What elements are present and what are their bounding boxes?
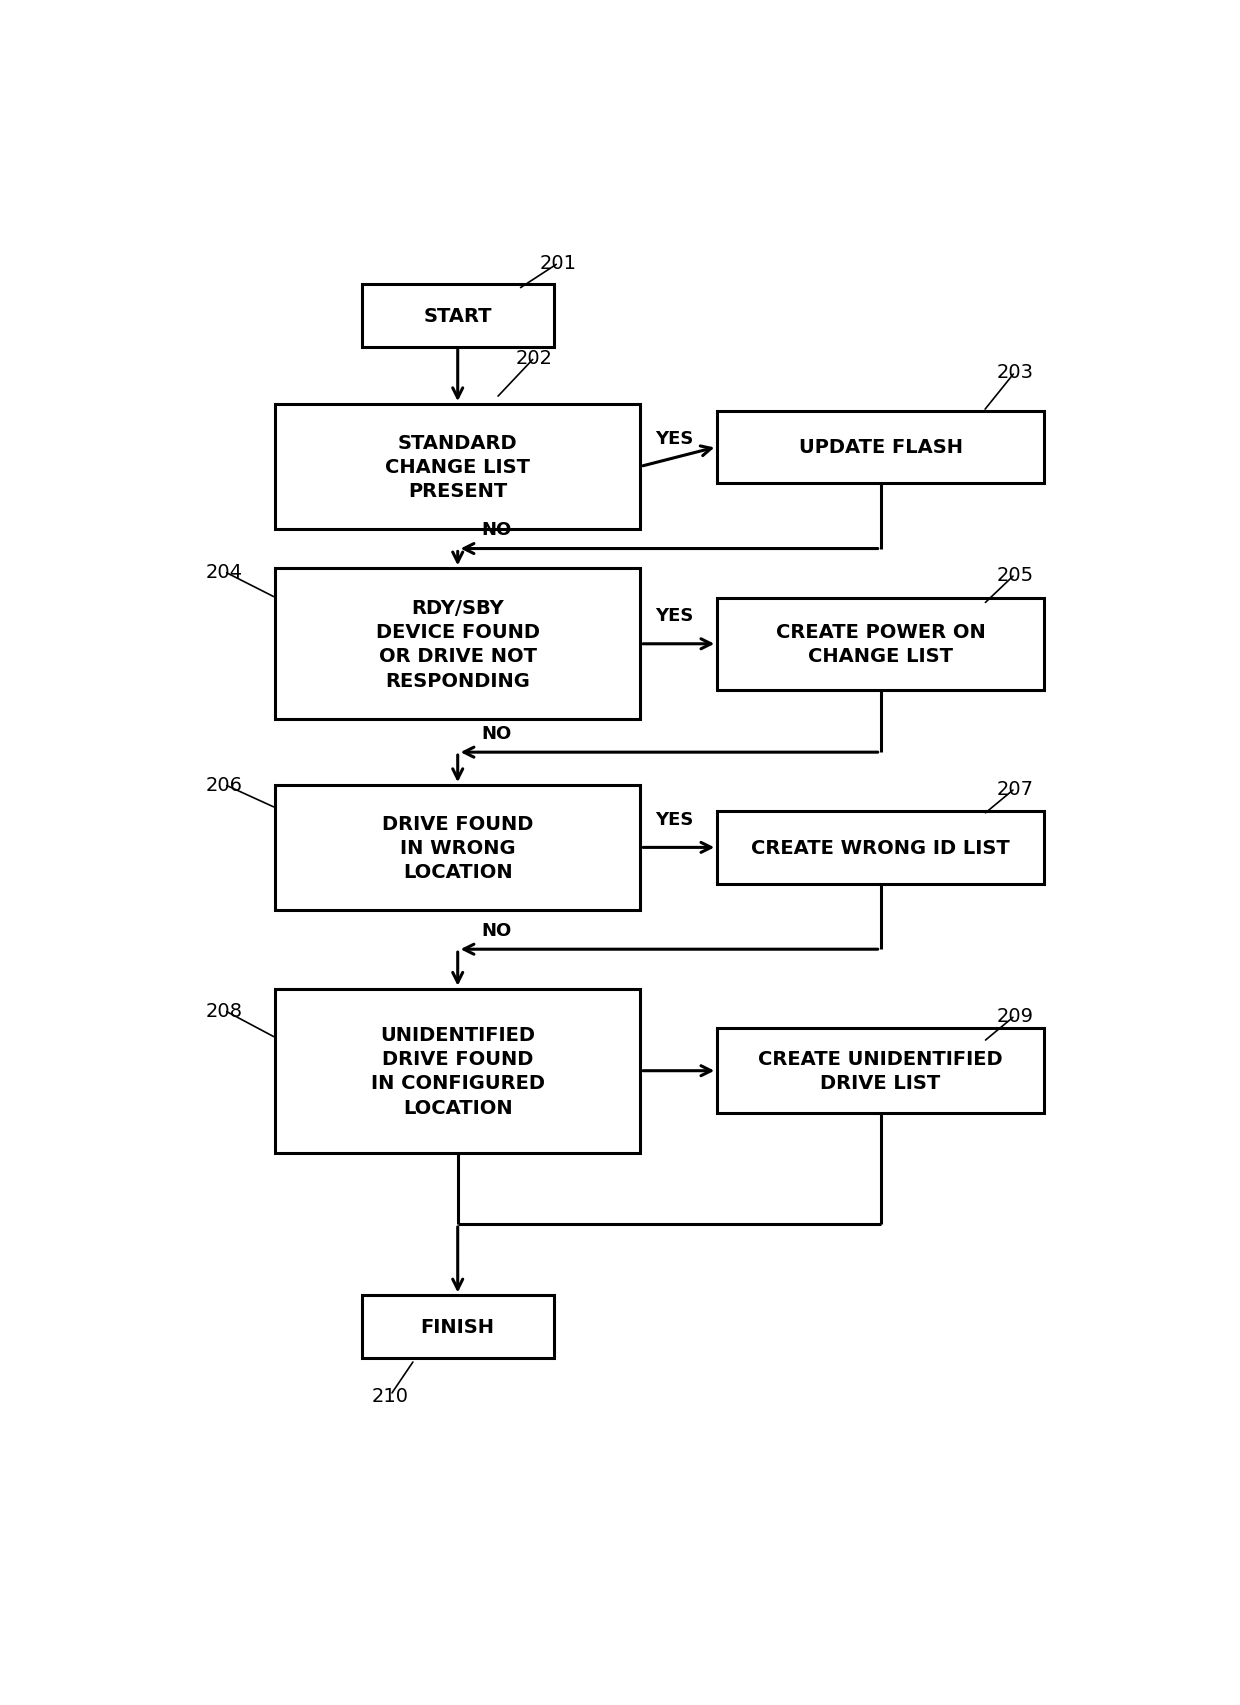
Text: YES: YES xyxy=(655,607,693,624)
Text: 202: 202 xyxy=(516,350,553,368)
Text: 203: 203 xyxy=(997,363,1034,382)
Bar xyxy=(275,786,640,910)
Text: 210: 210 xyxy=(372,1386,409,1405)
Text: UPDATE FLASH: UPDATE FLASH xyxy=(799,438,962,457)
Text: 207: 207 xyxy=(997,779,1034,798)
Text: FINISH: FINISH xyxy=(420,1318,495,1337)
Bar xyxy=(362,1296,554,1359)
Bar xyxy=(275,404,640,530)
Text: CREATE WRONG ID LIST: CREATE WRONG ID LIST xyxy=(751,839,1009,858)
Bar xyxy=(717,1028,1044,1113)
Text: 208: 208 xyxy=(206,1001,243,1020)
Text: NO: NO xyxy=(481,921,512,939)
Text: STANDARD
CHANGE LIST
PRESENT: STANDARD CHANGE LIST PRESENT xyxy=(386,433,531,501)
Text: DRIVE FOUND
IN WRONG
LOCATION: DRIVE FOUND IN WRONG LOCATION xyxy=(382,815,533,881)
Text: CREATE POWER ON
CHANGE LIST: CREATE POWER ON CHANGE LIST xyxy=(776,622,986,667)
Text: UNIDENTIFIED
DRIVE FOUND
IN CONFIGURED
LOCATION: UNIDENTIFIED DRIVE FOUND IN CONFIGURED L… xyxy=(371,1025,544,1117)
Text: YES: YES xyxy=(655,430,693,447)
Bar xyxy=(717,598,1044,691)
Text: YES: YES xyxy=(655,810,693,829)
Text: RDY/SBY
DEVICE FOUND
OR DRIVE NOT
RESPONDING: RDY/SBY DEVICE FOUND OR DRIVE NOT RESPON… xyxy=(376,598,539,691)
Text: NO: NO xyxy=(481,520,512,539)
Text: 206: 206 xyxy=(206,776,243,795)
Bar xyxy=(717,411,1044,484)
Text: 204: 204 xyxy=(206,563,243,581)
Text: START: START xyxy=(424,307,492,326)
Bar xyxy=(362,285,554,348)
Text: CREATE UNIDENTIFIED
DRIVE LIST: CREATE UNIDENTIFIED DRIVE LIST xyxy=(758,1050,1003,1093)
Bar xyxy=(275,569,640,720)
Text: 201: 201 xyxy=(541,254,577,273)
Text: NO: NO xyxy=(481,725,512,742)
Bar xyxy=(717,812,1044,883)
Bar xyxy=(275,989,640,1153)
Text: 205: 205 xyxy=(997,566,1034,585)
Text: 209: 209 xyxy=(997,1006,1034,1025)
